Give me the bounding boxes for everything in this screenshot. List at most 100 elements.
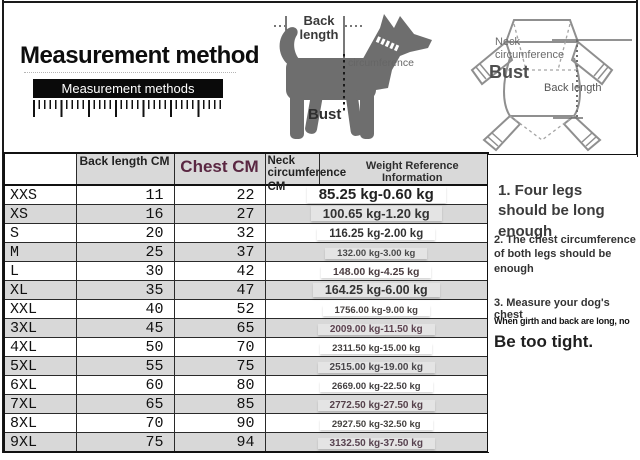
back-length-cell: 55	[75, 356, 175, 376]
ruler-icon	[33, 100, 225, 117]
chest-cell: 65	[173, 318, 266, 338]
page-title: Measurement method	[20, 42, 260, 69]
weight-value: 132.00 kg-3.00 kg	[325, 248, 428, 259]
dog-silhouette-icon	[274, 14, 432, 139]
weight-value: 2311.50 kg-15.00 kg	[320, 343, 433, 354]
weight-value: 3132.50 kg-37.50 kg	[317, 438, 435, 449]
size-cell: XS	[3, 204, 77, 224]
size-cell: 4XL	[3, 337, 77, 357]
neck-header-unit: CM	[267, 181, 286, 193]
table-row: XS 16 27 100.65 kg-1.20 kg	[3, 204, 489, 224]
chest-cell: 22	[173, 184, 266, 205]
chest-cell: 94	[173, 432, 266, 453]
chest-cell: 27	[173, 204, 266, 224]
chest-cell: 90	[173, 413, 266, 433]
weight-value: 85.25 kg-0.60 kg	[306, 186, 446, 203]
dog-neck-circumference-label: circumference	[348, 57, 414, 69]
back-length-cell: 11	[75, 184, 175, 205]
size-cell: S	[3, 223, 77, 243]
note-3: 3. Measure your dog's chest	[494, 297, 610, 321]
chest-cell: 32	[173, 223, 266, 243]
table-row: S 20 32 116.25 kg-2.00 kg	[3, 223, 489, 243]
size-cell: 7XL	[3, 394, 77, 414]
size-cell: 9XL	[3, 432, 77, 453]
dog-garment-icon	[470, 19, 632, 152]
ruler-label: Measurement methods	[33, 79, 223, 98]
back-length-cell: 20	[75, 223, 175, 243]
table-header-row: Back length CM Chest CM Neck circumferen…	[3, 152, 489, 193]
size-cell: XXL	[3, 299, 77, 319]
table-row: M 25 37 132.00 kg-3.00 kg	[3, 242, 489, 262]
weight-column-header: Weight Reference Information	[318, 152, 489, 186]
weight-cell: 2772.50 kg-27.50 kg	[264, 394, 489, 414]
back-length-cell: 25	[75, 242, 175, 262]
back-length-cell: 45	[75, 318, 175, 338]
chest-cell: 80	[173, 375, 266, 395]
table-row: 6XL 60 80 2669.00 kg-22.50 kg	[3, 375, 489, 395]
chest-cell: 75	[173, 356, 266, 376]
size-cell: 3XL	[3, 318, 77, 338]
weight-value: 148.00 kg-4.25 kg	[321, 266, 432, 278]
weight-cell: 2515.00 kg-19.00 kg	[264, 356, 489, 376]
size-cell: 6XL	[3, 375, 77, 395]
chest-cell: 85	[173, 394, 266, 414]
back-length-cell: 65	[75, 394, 175, 414]
weight-value: 2772.50 kg-27.50 kg	[317, 400, 435, 411]
perforation-line	[24, 72, 236, 73]
chest-column-header: Chest CM	[173, 152, 266, 186]
fitting-notes-panel: 1. Four legs should be long enough 2. Th…	[487, 155, 637, 452]
back-length-cell: 40	[75, 299, 175, 319]
weight-cell: 2669.00 kg-22.50 kg	[264, 375, 489, 395]
back-length-cell: 35	[75, 280, 175, 300]
table-row: XXS 11 22 85.25 kg-0.60 kg	[3, 184, 489, 205]
garment-neck-circumference-label: Neck circumference	[495, 36, 565, 62]
table-row: 4XL 50 70 2311.50 kg-15.00 kg	[3, 337, 489, 357]
weight-cell: 2927.50 kg-32.50 kg	[264, 413, 489, 433]
chest-cell: 70	[173, 337, 266, 357]
back-length-cell: 50	[75, 337, 175, 357]
table-row: L 30 42 148.00 kg-4.25 kg	[3, 261, 489, 281]
table-row: 5XL 55 75 2515.00 kg-19.00 kg	[3, 356, 489, 376]
note-4: When girth and back are long, no	[494, 316, 630, 326]
weight-cell: 3132.50 kg-37.50 kg	[264, 432, 489, 453]
table-row: 8XL 70 90 2927.50 kg-32.50 kg	[3, 413, 489, 433]
size-cell: M	[3, 242, 77, 262]
note-2: 2. The chest circumference of both legs …	[494, 234, 636, 275]
chest-cell: 37	[173, 242, 266, 262]
size-cell: XXS	[3, 184, 77, 205]
weight-cell: 85.25 kg-0.60 kg	[264, 184, 489, 205]
dog-back-length-label: Back length	[299, 13, 339, 43]
size-cell: 8XL	[3, 413, 77, 433]
weight-value: 2009.00 kg-11.50 kg	[317, 324, 435, 335]
back-length-cell: 16	[75, 204, 175, 224]
weight-cell: 164.25 kg-6.00 kg	[264, 280, 489, 300]
frame-right-border	[636, 0, 638, 157]
table-row: 7XL 65 85 2772.50 kg-27.50 kg	[3, 394, 489, 414]
back-length-cell: 60	[75, 375, 175, 395]
weight-cell: 1756.00 kg-9.00 kg	[264, 299, 489, 319]
back-length-cell: 30	[75, 261, 175, 281]
weight-cell: 132.00 kg-3.00 kg	[264, 242, 489, 262]
table-row: 9XL 75 94 3132.50 kg-37.50 kg	[3, 432, 489, 453]
neck-header-text: Neck circumference	[267, 155, 347, 179]
table-row: XXL 40 52 1756.00 kg-9.00 kg	[3, 299, 489, 319]
weight-value: 2669.00 kg-22.50 kg	[319, 381, 433, 392]
back-length-cell: 70	[75, 413, 175, 433]
table-row: XL 35 47 164.25 kg-6.00 kg	[3, 280, 489, 300]
dog-bust-label: Bust	[308, 106, 342, 123]
back-length-column-header: Back length CM	[75, 152, 175, 186]
weight-cell: 148.00 kg-4.25 kg	[264, 261, 489, 281]
weight-value: 1756.00 kg-9.00 kg	[322, 305, 430, 316]
note-1: 1. Four legs should be long enough	[498, 182, 605, 240]
neck-column-header: Neck circumference CM	[264, 152, 346, 193]
weight-value: 164.25 kg-6.00 kg	[312, 283, 440, 297]
weight-cell: 2009.00 kg-11.50 kg	[264, 318, 489, 338]
garment-bust-label: Bust	[489, 62, 529, 82]
chest-cell: 47	[173, 280, 266, 300]
weight-value: 2515.00 kg-19.00 kg	[317, 362, 435, 373]
weight-cell: 2311.50 kg-15.00 kg	[264, 337, 489, 357]
chest-cell: 42	[173, 261, 266, 281]
size-column-header	[3, 152, 77, 186]
back-length-cell: 75	[75, 432, 175, 453]
